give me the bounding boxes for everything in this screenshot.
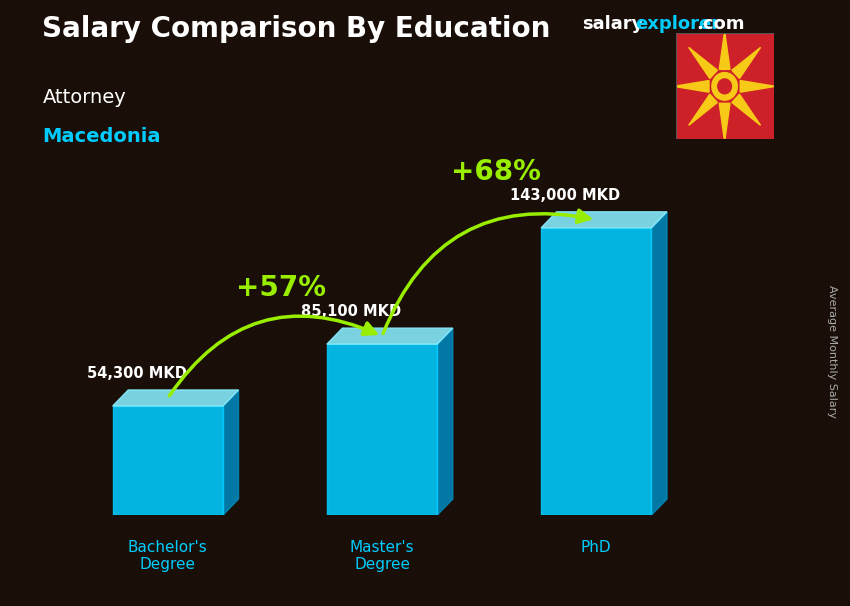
- Text: +57%: +57%: [236, 274, 326, 302]
- Text: Macedonia: Macedonia: [42, 127, 161, 146]
- Bar: [327, 344, 437, 515]
- Polygon shape: [223, 390, 239, 515]
- Polygon shape: [674, 81, 709, 92]
- Polygon shape: [688, 94, 717, 125]
- Text: Master's
Degree: Master's Degree: [349, 540, 414, 572]
- Polygon shape: [113, 390, 239, 406]
- Polygon shape: [732, 94, 761, 125]
- Text: PhD: PhD: [581, 540, 611, 554]
- Polygon shape: [651, 212, 667, 515]
- Polygon shape: [327, 328, 453, 344]
- Polygon shape: [732, 47, 761, 79]
- Text: +68%: +68%: [450, 158, 541, 185]
- Text: Attorney: Attorney: [42, 88, 127, 107]
- Polygon shape: [688, 47, 717, 79]
- Text: explorer: explorer: [635, 15, 720, 33]
- Circle shape: [712, 73, 737, 100]
- Text: 85,100 MKD: 85,100 MKD: [301, 304, 401, 319]
- Bar: [541, 228, 651, 515]
- Text: Bachelor's
Degree: Bachelor's Degree: [128, 540, 207, 572]
- Bar: [113, 406, 223, 515]
- Text: Average Monthly Salary: Average Monthly Salary: [827, 285, 837, 418]
- Circle shape: [717, 79, 732, 94]
- Polygon shape: [740, 81, 775, 92]
- Polygon shape: [719, 103, 730, 141]
- Text: Salary Comparison By Education: Salary Comparison By Education: [42, 15, 551, 43]
- Polygon shape: [719, 31, 730, 69]
- Polygon shape: [541, 212, 667, 228]
- Text: 143,000 MKD: 143,000 MKD: [510, 188, 620, 203]
- Text: salary: salary: [582, 15, 643, 33]
- Polygon shape: [437, 328, 453, 515]
- Text: .com: .com: [696, 15, 745, 33]
- Text: 54,300 MKD: 54,300 MKD: [87, 366, 187, 381]
